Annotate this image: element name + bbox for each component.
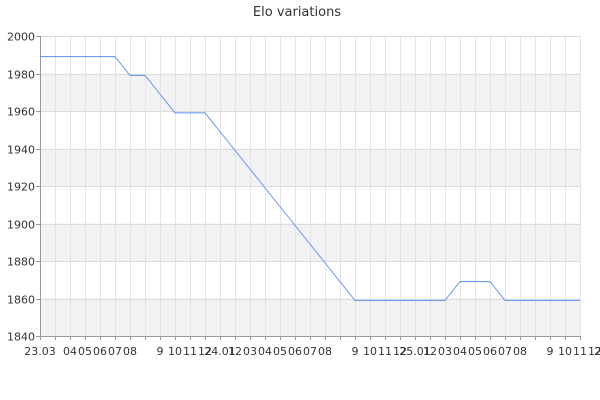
x-tick-label: 04 — [63, 345, 77, 358]
x-tick-label: 26.01 — [594, 345, 600, 358]
elo-series-line — [40, 56, 580, 301]
y-tick-label: 1980 — [7, 69, 35, 82]
x-tick-label: 07 — [303, 345, 317, 358]
x-tick-label: 9 — [157, 345, 164, 358]
x-tick-label: 11 — [573, 345, 587, 358]
y-tick-label: 1960 — [7, 106, 35, 119]
y-tick-label: 1880 — [7, 256, 35, 269]
x-tick-label: 12 — [393, 345, 407, 358]
x-tick-label: 12 — [588, 345, 600, 358]
x-tick-label: 07 — [498, 345, 512, 358]
y-tick-label: 1940 — [7, 144, 35, 157]
x-tick-label: 24.01 — [204, 345, 236, 358]
y-tick-label: 1860 — [7, 294, 35, 307]
x-tick-label: 06 — [288, 345, 302, 358]
x-tick-label: 03 — [243, 345, 257, 358]
x-tick-label: 08 — [123, 345, 137, 358]
chart-title: Elo variations — [253, 5, 341, 20]
x-tick-label: 9 — [547, 345, 554, 358]
x-tick-label: 05 — [468, 345, 482, 358]
x-tick-label: 10 — [168, 345, 182, 358]
x-tick-label: 05 — [273, 345, 287, 358]
x-tick-label: 25.01 — [399, 345, 431, 358]
series-layer — [40, 56, 580, 301]
x-tick-label: 08 — [513, 345, 527, 358]
x-tick-label: 9 — [352, 345, 359, 358]
y-tick-label: 1900 — [7, 219, 35, 232]
x-tick-label: 12 — [228, 345, 242, 358]
y-tick-label: 2000 — [7, 31, 35, 44]
x-tick-label: 04 — [453, 345, 467, 358]
x-tick-label: 06 — [93, 345, 107, 358]
x-tick-label: 10 — [363, 345, 377, 358]
y-tick-label: 1920 — [7, 181, 35, 194]
x-tick-label: 06 — [483, 345, 497, 358]
x-tick-label: 12 — [423, 345, 437, 358]
x-tick-label: 11 — [378, 345, 392, 358]
x-tick-label: 04 — [258, 345, 272, 358]
x-tick-label: 05 — [78, 345, 92, 358]
x-tick-label: 11 — [183, 345, 197, 358]
x-tick-label: 10 — [558, 345, 572, 358]
x-tick-label: 08 — [318, 345, 332, 358]
x-tick-label: 07 — [108, 345, 122, 358]
x-tick-label: 12 — [198, 345, 212, 358]
x-tick-label: 03 — [438, 345, 452, 358]
y-tick-label: 1840 — [7, 331, 35, 344]
y-axis-ticks: 1840 1860 1880 1900 1920 1940 1960 1980 2000 — [7, 31, 40, 344]
x-tick-label: 23.03 — [24, 345, 56, 358]
